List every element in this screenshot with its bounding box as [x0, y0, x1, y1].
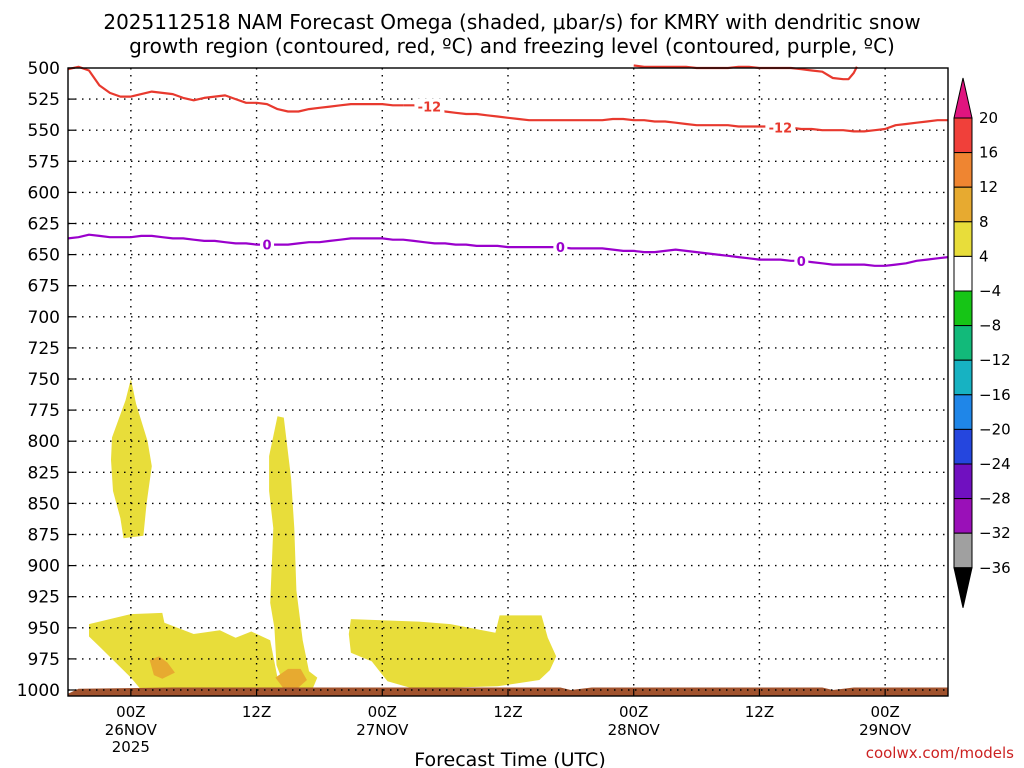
contour-label-bg-3	[553, 239, 568, 255]
ytick-label-675: 675	[28, 277, 60, 297]
colorbar-label-2: 12	[979, 178, 998, 196]
colorbar-label-13: −36	[979, 559, 1011, 577]
ytick-label-875: 875	[28, 526, 60, 546]
ytick-label-925: 925	[28, 588, 60, 608]
colorbar-segment-12	[953, 532, 973, 569]
ytick-label-700: 700	[28, 308, 60, 328]
ytick-label-950: 950	[28, 619, 60, 639]
colorbar-arrow-up	[953, 77, 973, 119]
colorbar-segment-11	[953, 498, 973, 534]
contour-label-3: 0	[556, 241, 565, 256]
y-axis-pressure-ticks: 500 525 550 575 600 625 650 675 700 725 750 775 800 8…	[17, 59, 75, 701]
ytick-label-575: 575	[28, 152, 60, 172]
ytick-label-800: 800	[28, 432, 60, 452]
colorbar-label-1: 16	[979, 144, 998, 162]
ytick-label-850: 850	[28, 494, 60, 514]
contour-label-1: -12	[769, 122, 793, 137]
credit-text: coolwx.com/models	[866, 744, 1014, 762]
xtick-label-5: 12Z	[745, 703, 774, 721]
xtick-date-2: 27NOV	[356, 721, 409, 739]
colorbar-label-8: −16	[979, 386, 1011, 404]
colorbar-arrow-down	[953, 567, 973, 608]
colorbar-segment-0	[953, 117, 973, 154]
ytick-label-500: 500	[28, 59, 60, 79]
colorbar-label-10: −24	[979, 455, 1011, 473]
xtick-label-0: 00Z	[116, 703, 145, 721]
colorbar-label-12: −32	[979, 524, 1011, 542]
chart-title-line-1: 2025112518 NAM Forecast Omega (shaded, μ…	[103, 10, 920, 34]
colorbar-label-3: 8	[979, 213, 989, 231]
chart-title-line-2: growth region (contoured, red, ºC) and f…	[129, 34, 895, 58]
omega-4-8-column-a	[111, 379, 152, 539]
plot-frame	[67, 67, 949, 697]
colorbar-label-7: −12	[979, 351, 1011, 369]
ytick-label-625: 625	[28, 215, 60, 235]
ytick-label-650: 650	[28, 246, 60, 266]
xtick-date-6: 29NOV	[859, 721, 912, 739]
colorbar-segment-10	[953, 463, 973, 500]
colorbar-label-11: −28	[979, 490, 1011, 508]
xtick-label-3: 12Z	[493, 703, 522, 721]
omega-4-8-lower-right	[348, 615, 557, 689]
xtick-label-2: 00Z	[368, 703, 397, 721]
omega-colorbar: 20 16 12 8 4 −4 −8 −12 −16 −20 −24 −28 −32 −36	[953, 77, 1011, 608]
ytick-label-725: 725	[28, 339, 60, 359]
contour-label-bg-1	[765, 119, 796, 135]
ytick-label-975: 975	[28, 650, 60, 670]
omega-8-12-patch-a	[149, 656, 175, 679]
xtick-label-4: 00Z	[619, 703, 648, 721]
contour-label-0: -12	[418, 101, 442, 116]
xtick-label-6: 00Z	[870, 703, 899, 721]
ytick-label-525: 525	[28, 90, 60, 110]
colorbar-segment-8	[953, 394, 973, 430]
omega-8-12-patch-b	[275, 668, 307, 688]
colorbar-label-0: 20	[979, 109, 998, 127]
ytick-label-775: 775	[28, 401, 60, 421]
dgz-upper-red	[67, 65, 404, 113]
ytick-label-825: 825	[28, 463, 60, 483]
ytick-label-600: 600	[28, 183, 60, 203]
ytick-label-900: 900	[28, 557, 60, 577]
xtick-date-4: 28NOV	[608, 721, 661, 739]
omega-4-8-column-b	[269, 416, 318, 690]
colorbar-segment-6	[953, 325, 973, 361]
x-axis-title: Forecast Time (UTC)	[414, 749, 605, 768]
colorbar-label-9: −20	[979, 420, 1011, 438]
colorbar-label-6: −8	[979, 317, 1001, 335]
ytick-label-1000: 1000	[17, 681, 60, 701]
contour-lines: -12 -12 0 0 0	[67, 64, 949, 270]
colorbar-segment-5	[953, 290, 973, 327]
colorbar-label-5: −4	[979, 282, 1001, 300]
ytick-label-550: 550	[28, 121, 60, 141]
colorbar-segment-3	[953, 221, 973, 257]
colorbar-segment-9	[953, 428, 973, 465]
xtick-label-1: 12Z	[242, 703, 271, 721]
xtick-year-0: 2025	[112, 738, 150, 756]
contour-label-2: 0	[263, 239, 272, 254]
contour-label-bg-4	[794, 252, 809, 268]
colorbar-segment-7	[953, 359, 973, 396]
colorbar-label-4: 4	[979, 247, 989, 265]
xtick-date-0: 26NOV	[105, 721, 158, 739]
gridlines	[68, 68, 948, 691]
contour-label-bg-2	[260, 236, 275, 252]
colorbar-segment-4	[953, 255, 973, 292]
colorbar-segment-2	[953, 186, 973, 223]
colorbar-segment-1	[953, 152, 973, 188]
contour-label-4: 0	[797, 255, 806, 270]
omega-4-8-lower-left	[89, 612, 286, 690]
contour-label-bg-0	[414, 98, 445, 114]
ytick-label-750: 750	[28, 370, 60, 390]
dgz-lower-red	[403, 104, 948, 133]
